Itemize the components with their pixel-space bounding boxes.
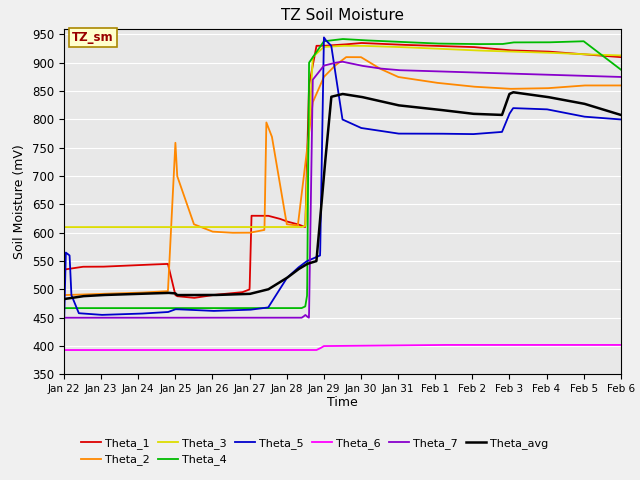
Theta_2 [60, 292, 68, 298]
Theta_2 [298, 191, 305, 197]
Theta_2 [546, 85, 554, 91]
Line: Theta_6: Theta_6 [64, 345, 621, 350]
Theta_3 [606, 52, 614, 58]
Theta_2 [342, 54, 350, 60]
Theta_4 [298, 305, 305, 311]
Theta_3 [339, 43, 346, 48]
Theta_6 [431, 342, 439, 348]
Line: Theta_3: Theta_3 [64, 46, 621, 227]
Theta_6 [617, 342, 625, 348]
Theta_1 [606, 53, 614, 59]
Theta_5 [298, 262, 305, 268]
Legend: Theta_1, Theta_2, Theta_3, Theta_4, Theta_5, Theta_6, Theta_7, Theta_avg: Theta_1, Theta_2, Theta_3, Theta_4, Thet… [76, 433, 553, 470]
Theta_4 [606, 59, 614, 64]
Line: Theta_7: Theta_7 [64, 61, 621, 318]
Theta_6 [298, 347, 305, 353]
Theta_7 [274, 315, 282, 321]
X-axis label: Time: Time [327, 396, 358, 408]
Theta_1 [357, 40, 365, 46]
Theta_5 [274, 290, 282, 296]
Theta_4 [546, 39, 554, 45]
Theta_7 [60, 315, 68, 321]
Theta_6 [546, 342, 554, 348]
Theta_avg [509, 89, 517, 95]
Title: TZ Soil Moisture: TZ Soil Moisture [281, 9, 404, 24]
Theta_avg [546, 95, 554, 100]
Theta_2 [157, 288, 164, 294]
Theta_1 [547, 49, 554, 55]
Theta_7 [546, 72, 554, 78]
Theta_5 [617, 117, 625, 122]
Theta_6 [60, 347, 68, 353]
Theta_3 [274, 224, 282, 230]
Theta_4 [60, 305, 68, 311]
Y-axis label: Soil Moisture (mV): Soil Moisture (mV) [13, 144, 26, 259]
Line: Theta_2: Theta_2 [64, 57, 621, 295]
Theta_3 [157, 224, 164, 230]
Theta_6 [274, 347, 282, 353]
Theta_1 [298, 223, 306, 228]
Theta_2 [124, 290, 131, 296]
Theta_avg [60, 296, 68, 302]
Text: TZ_sm: TZ_sm [72, 31, 114, 44]
Theta_3 [617, 52, 625, 58]
Theta_avg [606, 109, 614, 115]
Theta_2 [617, 83, 625, 88]
Theta_3 [124, 224, 131, 230]
Theta_1 [274, 216, 282, 221]
Theta_7 [339, 59, 346, 64]
Theta_3 [298, 224, 305, 230]
Theta_6 [606, 342, 614, 348]
Theta_4 [274, 305, 282, 311]
Theta_3 [60, 224, 68, 230]
Theta_avg [617, 112, 625, 118]
Theta_1 [124, 263, 131, 268]
Theta_4 [339, 36, 346, 42]
Theta_5 [124, 311, 131, 317]
Theta_4 [124, 305, 131, 311]
Theta_2 [606, 83, 614, 88]
Theta_7 [606, 74, 614, 80]
Theta_avg [274, 281, 282, 287]
Theta_avg [298, 264, 305, 270]
Line: Theta_4: Theta_4 [64, 39, 621, 308]
Theta_1 [617, 54, 625, 60]
Theta_6 [157, 347, 164, 353]
Theta_7 [298, 315, 305, 321]
Theta_5 [60, 324, 68, 329]
Theta_4 [157, 305, 164, 311]
Theta_avg [157, 290, 164, 296]
Theta_6 [124, 347, 131, 353]
Theta_5 [320, 35, 328, 40]
Line: Theta_1: Theta_1 [64, 43, 621, 298]
Line: Theta_avg: Theta_avg [64, 92, 621, 299]
Line: Theta_5: Theta_5 [64, 37, 621, 326]
Theta_5 [157, 310, 164, 315]
Theta_1 [60, 267, 68, 273]
Theta_5 [546, 107, 554, 113]
Theta_2 [274, 167, 282, 173]
Theta_4 [617, 67, 625, 72]
Theta_7 [617, 74, 625, 80]
Theta_1 [157, 261, 164, 267]
Theta_3 [546, 50, 554, 56]
Theta_7 [157, 315, 164, 321]
Theta_1 [190, 295, 198, 301]
Theta_5 [606, 116, 614, 121]
Theta_avg [124, 291, 131, 297]
Theta_7 [124, 315, 131, 321]
